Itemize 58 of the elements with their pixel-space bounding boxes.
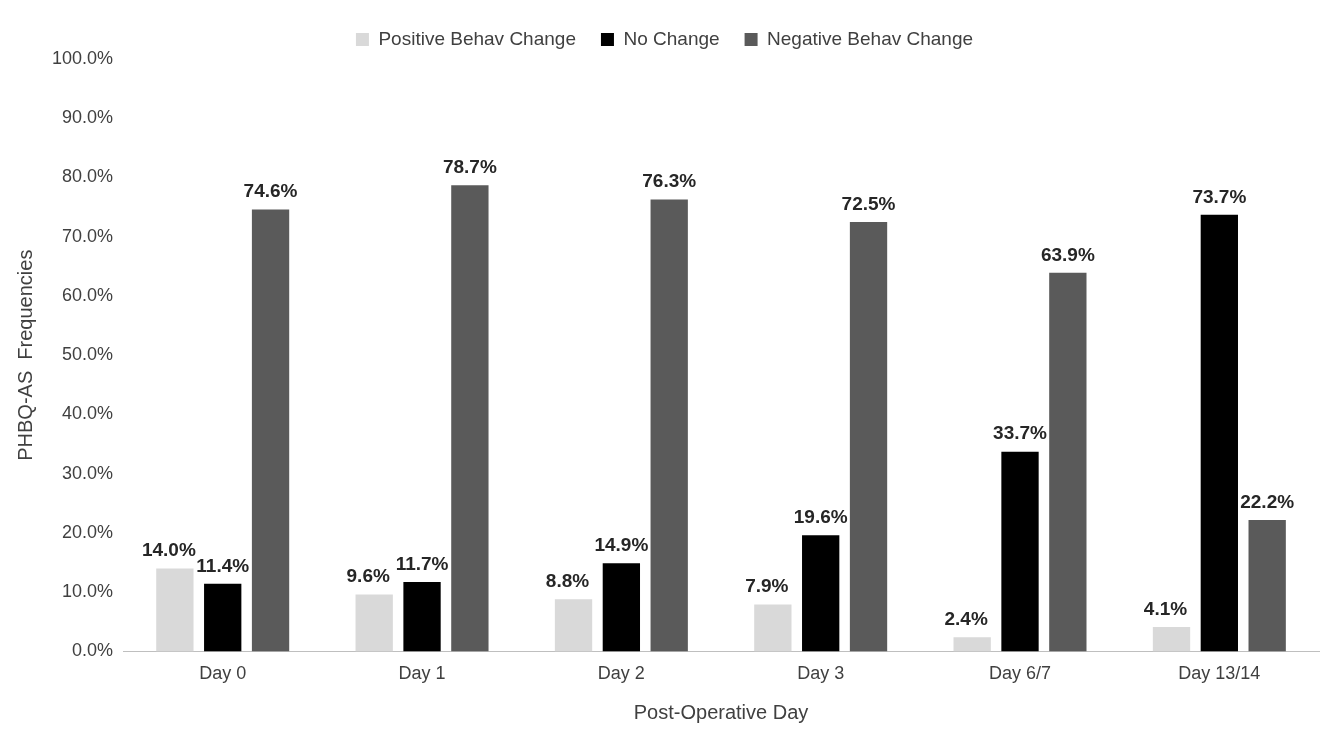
text: 2.4% (944, 607, 988, 629)
text: 4.1% (1143, 597, 1188, 619)
bar (204, 583, 242, 652)
text: 7.9% (745, 575, 789, 597)
text: 78.7% (442, 155, 497, 177)
text: 22.2% (1240, 490, 1295, 512)
y-tick-label: 80.0% (62, 166, 114, 187)
y-tick-label: 10.0% (62, 581, 114, 602)
text: 76.3% (642, 170, 697, 192)
bar (251, 209, 290, 652)
text: 72.5% (841, 192, 896, 214)
text: 19.6% (793, 506, 848, 528)
y-tick-label: 100.0% (51, 47, 114, 68)
text: 14.9% (594, 533, 649, 555)
bar (650, 199, 688, 652)
y-tick-label: 60.0% (62, 284, 114, 305)
bar (156, 568, 194, 652)
y-tick-label: 50.0% (62, 344, 114, 365)
y-tick-label: 70.0% (62, 225, 114, 246)
text: 11.7% (395, 552, 449, 574)
text: 63.9% (1040, 243, 1095, 265)
y-tick-label: 90.0% (62, 107, 114, 128)
bar (602, 563, 641, 652)
legend-label: No Change (623, 27, 720, 49)
bar (1001, 451, 1039, 652)
legend-label: Positive Behav Change (378, 27, 576, 49)
text: 74.6% (243, 180, 298, 202)
bar (403, 582, 441, 652)
bar (754, 604, 792, 652)
text: 9.6% (346, 565, 390, 587)
x-tick-label: Day 6/7 (988, 663, 1052, 684)
y-tick-label: 0.0% (72, 640, 114, 661)
x-tick-label: Day 3 (797, 663, 845, 684)
bar (451, 185, 489, 652)
legend-label: Negative Behav Change (767, 27, 974, 49)
bar (1049, 272, 1087, 652)
bar (554, 599, 593, 652)
bar (1248, 519, 1286, 652)
bar (1152, 627, 1191, 652)
x-tick-label: Day 13/14 (1178, 663, 1261, 684)
bar (1200, 214, 1238, 652)
text: 73.7% (1192, 185, 1247, 207)
x-tick-label: Day 2 (597, 663, 645, 684)
x-tick-label: Day 0 (199, 663, 247, 684)
text: 8.8% (545, 570, 590, 591)
y-tick-label: 40.0% (62, 403, 114, 424)
text: 14.0% (141, 539, 196, 561)
y-axis-title: PHBQ-AS Frequencies (13, 249, 36, 461)
bar (802, 535, 840, 652)
y-tick-label: 20.0% (62, 521, 114, 542)
text: 33.7% (993, 422, 1047, 444)
bar (355, 594, 393, 652)
text: 11.4% (196, 554, 250, 576)
x-axis-title: Post-Operative Day (633, 700, 809, 723)
bar (849, 221, 888, 652)
bar (953, 637, 991, 652)
y-tick-label: 30.0% (62, 462, 114, 483)
x-tick-label: Day 1 (398, 663, 446, 684)
